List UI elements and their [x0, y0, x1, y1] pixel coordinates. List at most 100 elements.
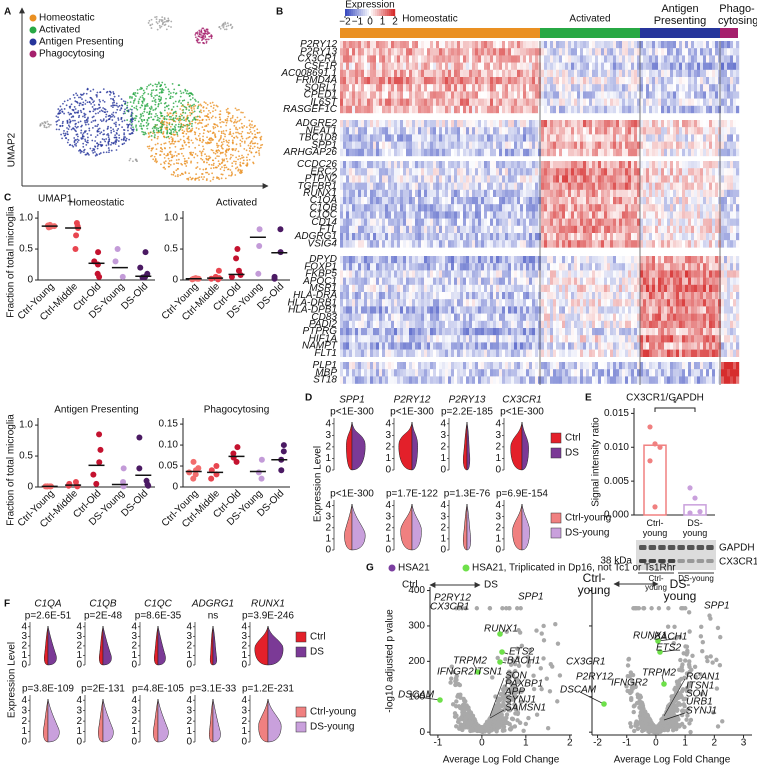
heatmap-cell [643, 197, 646, 204]
heatmap-cell [499, 91, 502, 98]
heatmap-cell [361, 84, 364, 91]
heatmap-cell [592, 183, 595, 190]
heatmap-cell [343, 55, 346, 62]
heatmap-cell [679, 175, 682, 182]
heatmap-cell [544, 134, 547, 141]
umap-cell [251, 152, 253, 154]
heatmap-cell [367, 99, 370, 106]
umap-cell [108, 134, 110, 136]
umap-cell [238, 133, 240, 135]
heatmap-cell [625, 211, 628, 218]
heatmap-cell [694, 91, 697, 98]
heatmap-cell [619, 77, 622, 84]
umap-cell [152, 100, 154, 102]
heatmap-cell [514, 70, 517, 77]
umap-cell [62, 122, 64, 124]
heatmap-cell [394, 175, 397, 182]
heatmap-cell [703, 127, 706, 134]
umap-cell [146, 122, 148, 124]
heatmap-cell [583, 106, 586, 113]
heatmap-cell [709, 175, 712, 182]
heatmap-cell [667, 190, 670, 197]
umap-cell [228, 112, 230, 114]
heatmap-cell [364, 183, 367, 190]
colorbar-cell [389, 9, 391, 16]
heatmap-cell [682, 149, 685, 156]
heatmap-cell [487, 48, 490, 55]
umap-cell [249, 150, 251, 152]
heatmap-cell [610, 168, 613, 175]
heatmap-cell [442, 149, 445, 156]
heatmap-cell [652, 84, 655, 91]
umap-cell [103, 139, 105, 141]
heatmap-cell [379, 55, 382, 62]
heatmap-cell [430, 211, 433, 218]
heatmap-cell [619, 175, 622, 182]
umap-cell [123, 113, 125, 115]
heatmap-cell [439, 48, 442, 55]
umap-cell [188, 127, 190, 129]
heatmap-cell [550, 149, 553, 156]
heatmap-cell [604, 99, 607, 106]
umap-cell [188, 136, 190, 138]
heatmap-cell [592, 91, 595, 98]
umap-cell [190, 130, 192, 132]
heatmap-cell [496, 63, 499, 70]
umap-cell [254, 136, 256, 138]
heatmap-cell [541, 48, 544, 55]
umap-cell [170, 153, 172, 155]
heatmap-cell [469, 190, 472, 197]
heatmap-cell [658, 99, 661, 106]
umap-cell [74, 126, 76, 128]
heatmap-cell [712, 134, 715, 141]
heatmap-cell [481, 99, 484, 106]
heatmap-cell [487, 70, 490, 77]
umap-cell [143, 90, 145, 92]
umap-cell [114, 96, 116, 98]
heatmap-cell [403, 190, 406, 197]
umap-cell [187, 138, 189, 140]
heatmap-cell [409, 91, 412, 98]
heatmap-cell [460, 120, 463, 127]
heatmap-cell [403, 219, 406, 226]
heatmap-cell [370, 219, 373, 226]
heatmap-cell [361, 134, 364, 141]
heatmap-cell [391, 134, 394, 141]
heatmap-cell [685, 106, 688, 113]
umap-cell [170, 26, 172, 28]
heatmap-cell [535, 55, 538, 62]
umap-cell [110, 116, 112, 118]
umap-cell [151, 27, 153, 29]
heatmap-cell [550, 99, 553, 106]
heatmap-cell [550, 91, 553, 98]
umap-cell [219, 119, 221, 121]
heatmap-cell [679, 41, 682, 48]
umap-cell [197, 106, 199, 108]
heatmap-cell [664, 142, 667, 149]
heatmap-cell [580, 204, 583, 211]
heatmap-cell [388, 134, 391, 141]
umap-cell [126, 119, 128, 121]
heatmap-cell [349, 77, 352, 84]
heatmap-cell [487, 77, 490, 84]
umap-cell [155, 153, 157, 155]
heatmap-cell [472, 55, 475, 62]
heatmap-cell [640, 190, 643, 197]
umap-cell [198, 144, 200, 146]
umap-cell [178, 119, 180, 121]
umap-cell [260, 138, 262, 140]
heatmap-cell [391, 168, 394, 175]
heatmap-cell [394, 70, 397, 77]
heatmap-cell [661, 175, 664, 182]
heatmap-cell [385, 120, 388, 127]
umap-cell [248, 120, 250, 122]
heatmap-cell [628, 161, 631, 168]
heatmap-cell [361, 120, 364, 127]
heatmap-cell [418, 106, 421, 113]
umap-cell [80, 110, 82, 112]
heatmap-cell [646, 84, 649, 91]
umap-cell [82, 116, 84, 118]
heatmap-cell [727, 91, 730, 98]
colorbar-cell [347, 9, 349, 16]
heatmap-cell [454, 204, 457, 211]
